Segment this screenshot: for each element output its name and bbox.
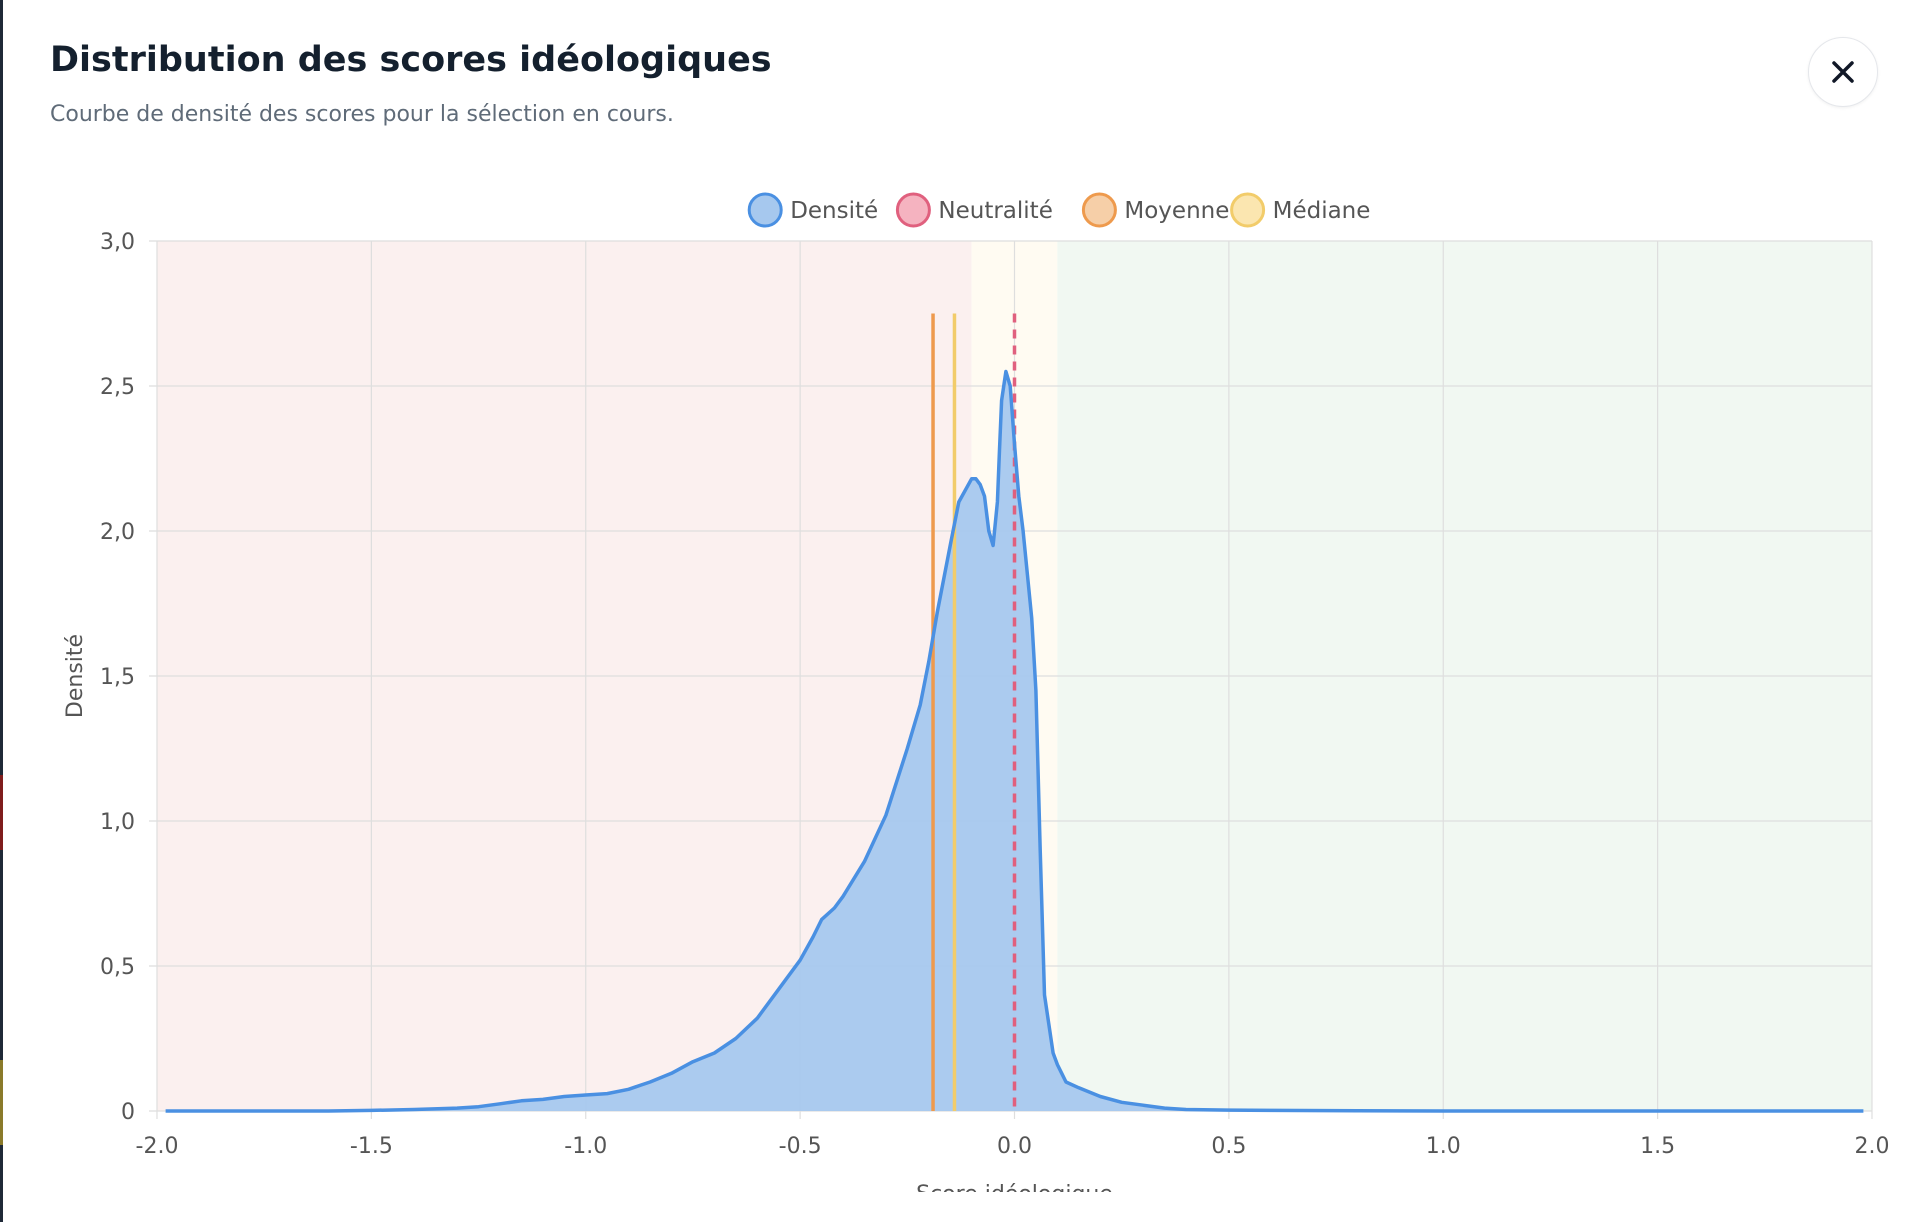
x-tick-label: -2.0: [136, 1134, 179, 1159]
legend-marker-neutralité: [895, 192, 931, 228]
x-tick-label: 1.0: [1426, 1134, 1461, 1159]
edge-marker: [0, 775, 3, 850]
x-tick-label: 2.0: [1855, 1134, 1890, 1159]
legend-marker-médiane: [1230, 192, 1266, 228]
x-tick-label: 0.0: [997, 1134, 1032, 1159]
y-axis-title: Densité: [63, 634, 88, 718]
x-tick-label: -1.5: [350, 1134, 393, 1159]
x-tick-label: 1.5: [1640, 1134, 1675, 1159]
modal-title: Distribution des scores idéologiques: [50, 40, 772, 80]
y-tick-label: 0,5: [100, 955, 135, 980]
legend-label: Médiane: [1273, 198, 1371, 224]
y-tick-label: 1,5: [100, 665, 135, 690]
x-tick-label: -1.0: [564, 1134, 607, 1159]
x-tick-label: 0.5: [1211, 1134, 1246, 1159]
legend-label: Densité: [790, 198, 878, 224]
legend-label: Moyenne: [1124, 198, 1229, 224]
density-area: [165, 371, 1864, 1111]
legend-marker-moyenne: [1081, 192, 1117, 228]
density-line: [165, 369, 1864, 1113]
y-tick-label: 3,0: [100, 230, 135, 255]
legend-label: Neutralité: [938, 198, 1052, 224]
close-icon: [1832, 61, 1854, 83]
x-axis-title: Score idéologique: [916, 1182, 1113, 1207]
legend-marker-densité: [747, 192, 783, 228]
edge-marker: [0, 1060, 3, 1145]
y-tick-label: 1,0: [100, 810, 135, 835]
y-tick-label: 2,5: [100, 375, 135, 400]
x-tick-label: -0.5: [779, 1134, 822, 1159]
y-tick-label: 2,0: [100, 520, 135, 545]
y-tick-label: 0: [121, 1100, 135, 1125]
window-edge: [0, 0, 3, 1222]
close-button[interactable]: [1808, 37, 1878, 107]
modal-subtitle: Courbe de densité des scores pour la sél…: [50, 102, 674, 127]
